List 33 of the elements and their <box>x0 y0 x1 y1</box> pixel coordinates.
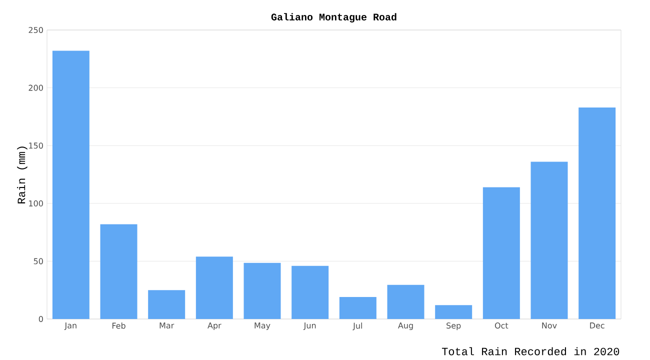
x-tick-label: Aug <box>398 322 413 330</box>
y-axis-title: Rain (mm) <box>17 146 28 204</box>
bar <box>148 290 186 319</box>
y-tick-label: 150 <box>29 142 43 149</box>
x-tick-label: Sep <box>446 322 461 330</box>
x-tick-label: Jun <box>303 322 316 330</box>
x-tick-label: Oct <box>494 322 508 329</box>
x-tick-label: May <box>254 322 270 330</box>
x-tick-label: Mar <box>160 322 174 328</box>
x-tick-label: Apr <box>208 322 222 330</box>
text: Total Rain Recorded in 2020 <box>442 347 620 356</box>
bar <box>339 297 376 319</box>
bar <box>196 256 233 319</box>
x-tick-label: Nov <box>542 322 557 328</box>
y-tick-label: 50 <box>34 258 43 264</box>
y-tick-label: 100 <box>29 200 43 206</box>
bar <box>435 305 472 319</box>
bar <box>482 187 520 319</box>
bar <box>578 107 616 319</box>
bar <box>530 162 568 319</box>
x-tick-label: Jan <box>64 322 76 330</box>
x-tick-label: Dec <box>590 322 604 328</box>
y-tick-label: 200 <box>28 84 43 91</box>
chart-title: Galiano Montague Road <box>271 13 396 22</box>
y-tick-label: 250 <box>28 26 43 34</box>
bar <box>244 262 281 319</box>
bar <box>52 50 90 319</box>
x-tick-label: Jul <box>352 322 362 330</box>
bar <box>100 224 138 319</box>
bar <box>292 266 329 319</box>
bar <box>387 284 424 319</box>
x-tick-label: Feb <box>112 322 126 329</box>
y-tick-label: 0 <box>38 316 43 322</box>
